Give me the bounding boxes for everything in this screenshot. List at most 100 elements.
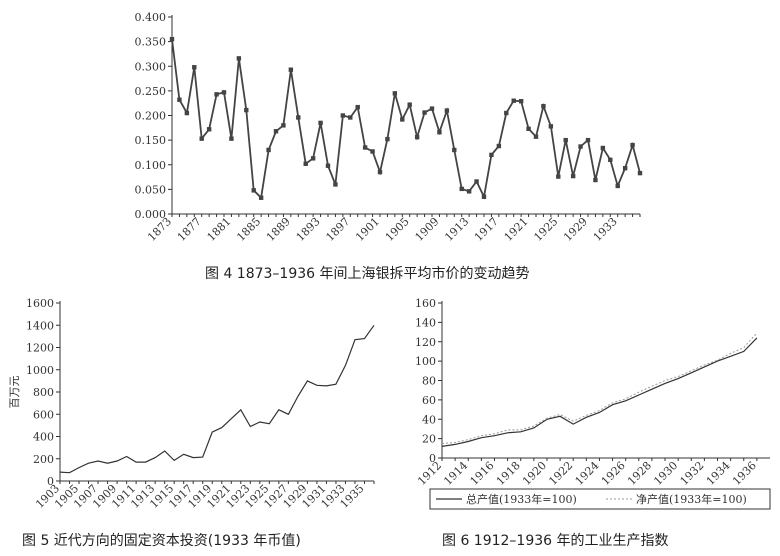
- x-tick-label: 1936: [730, 459, 759, 488]
- data-point: [474, 179, 479, 184]
- data-point: [504, 110, 509, 116]
- y-tick-label: 140: [415, 316, 436, 329]
- legend-label: 净产值(1933年=100): [636, 492, 747, 506]
- x-tick-label: 1912: [415, 459, 444, 488]
- data-point: [437, 130, 442, 135]
- data-point: [429, 106, 435, 111]
- y-tick-label: 80: [422, 375, 436, 388]
- data-point: [541, 103, 546, 109]
- x-tick-label: 1932: [678, 459, 707, 488]
- data-point: [444, 108, 450, 113]
- y-tick-label: 200: [33, 453, 54, 466]
- data-point: [489, 152, 494, 158]
- data-point: [637, 170, 643, 176]
- y-tick-label: 1200: [26, 342, 54, 355]
- caption-fig4: 图 4 1873–1936 年间上海银拆平均市价的变动趋势: [205, 265, 530, 282]
- x-tick-label: 1918: [494, 459, 523, 488]
- series-line-2: [441, 332, 758, 444]
- data-point: [400, 117, 405, 122]
- data-point: [355, 104, 360, 110]
- caption-fig6: 图 6 1912–1936 年的工业生产指数: [442, 533, 669, 549]
- data-point: [570, 173, 576, 179]
- data-point: [348, 115, 353, 120]
- data-point: [229, 136, 234, 141]
- data-point: [585, 137, 591, 143]
- data-point: [303, 161, 308, 166]
- data-point: [622, 165, 628, 171]
- data-point: [556, 174, 561, 179]
- series-line-1: [441, 337, 758, 447]
- data-point: [452, 147, 457, 153]
- y-tick-label: 0: [429, 452, 436, 465]
- data-point: [214, 92, 219, 97]
- data-point: [600, 145, 606, 151]
- y-tick-label: 0.050: [135, 183, 167, 196]
- data-point: [192, 65, 197, 70]
- x-tick-label: 1914: [441, 459, 470, 488]
- x-tick-label: 1933: [591, 215, 620, 244]
- y-tick-label: 600: [33, 408, 54, 421]
- x-tick-label: 1893: [294, 215, 323, 244]
- data-point: [236, 56, 242, 61]
- data-point: [593, 177, 598, 183]
- y-tick-label: 1400: [26, 319, 54, 332]
- data-point: [258, 195, 264, 200]
- data-point: [407, 102, 412, 107]
- x-tick-label: 1929: [561, 215, 590, 244]
- x-tick-label: 1897: [323, 215, 352, 244]
- data-point: [548, 124, 554, 129]
- x-tick-label: 1916: [468, 459, 497, 488]
- data-point: [422, 110, 427, 115]
- x-tick-label: 1917: [472, 215, 501, 244]
- data-point: [496, 143, 502, 149]
- data-point: [578, 144, 583, 149]
- x-tick-label: 1913: [442, 215, 471, 244]
- legend-label: 总产值(1933年=100): [466, 492, 577, 506]
- x-tick-label: 1922: [546, 459, 575, 488]
- data-point: [466, 189, 472, 194]
- y-tick-label: 400: [33, 431, 54, 444]
- y-tick-label: 40: [422, 413, 436, 426]
- data-point: [199, 136, 204, 141]
- data-point: [526, 126, 531, 131]
- data-point: [511, 98, 516, 103]
- y-tick-label: 60: [422, 394, 436, 407]
- data-point: [206, 127, 212, 132]
- x-tick-label: 1924: [573, 459, 602, 488]
- x-tick-label: 1909: [413, 215, 442, 244]
- data-point: [318, 120, 323, 126]
- data-point: [533, 134, 539, 139]
- x-tick-label: 1881: [205, 215, 234, 244]
- x-tick-label: 1901: [353, 215, 382, 244]
- x-tick-label: 1930: [651, 459, 680, 488]
- data-point: [288, 67, 294, 72]
- chart-silver-rate: 0.000 0.050 0.100 0.150 0.200 0.250 0.300 0.350…: [135, 11, 643, 244]
- data-point: [296, 115, 301, 120]
- data-point: [310, 156, 316, 161]
- chart-fixed-capital-investment: 0200400600800100012001400160019031905190…: [8, 297, 375, 511]
- data-point: [459, 186, 464, 192]
- data-point: [608, 157, 613, 163]
- data-point: [518, 99, 524, 104]
- data-point: [184, 110, 190, 116]
- data-point: [392, 91, 398, 96]
- data-point: [615, 183, 620, 189]
- data-point: [362, 145, 368, 150]
- y-tick-label: 1000: [26, 364, 54, 377]
- y-tick-label: 120: [415, 336, 436, 349]
- x-tick-label: 1877: [175, 215, 204, 244]
- y-tick-label: 0: [47, 475, 54, 488]
- data-point: [325, 163, 331, 168]
- caption-fig5: 图 5 近代方向的固定资本投资(1933 年币值): [22, 533, 301, 549]
- y-tick-label: 0.250: [135, 85, 167, 98]
- series-line-1: [171, 39, 641, 200]
- data-point: [377, 169, 383, 175]
- y-tick-label: 0.150: [135, 134, 167, 147]
- x-tick-label: 1885: [234, 215, 263, 244]
- data-point: [244, 107, 249, 113]
- y-tick-label: 800: [33, 386, 54, 399]
- y-tick-label: 100: [415, 355, 436, 368]
- data-point: [563, 137, 568, 143]
